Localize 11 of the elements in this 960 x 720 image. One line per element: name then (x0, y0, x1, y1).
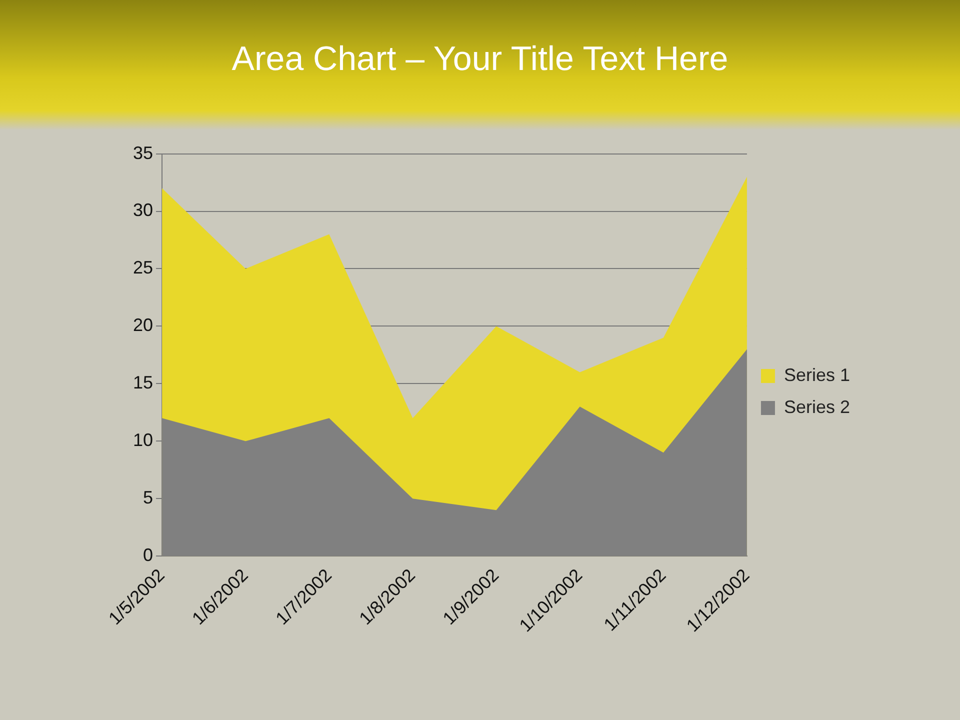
y-tick-label: 20 (132, 315, 154, 336)
y-tick-label: 0 (143, 545, 154, 566)
y-tick-label: 30 (132, 200, 154, 220)
chart-title: Area Chart – Your Title Text Here (230, 40, 730, 79)
y-tick-label: 35 (132, 142, 154, 163)
y-tick-label: 5 (143, 488, 154, 508)
legend-label: Series 2 (784, 396, 850, 417)
legend-label: Series 1 (784, 364, 850, 385)
y-tick-label: 10 (132, 430, 154, 450)
y-tick-label: 15 (132, 372, 154, 393)
y-tick-label: 25 (132, 258, 154, 278)
